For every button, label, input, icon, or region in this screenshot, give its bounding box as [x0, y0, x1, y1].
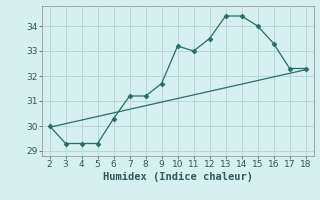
X-axis label: Humidex (Indice chaleur): Humidex (Indice chaleur): [103, 172, 252, 182]
